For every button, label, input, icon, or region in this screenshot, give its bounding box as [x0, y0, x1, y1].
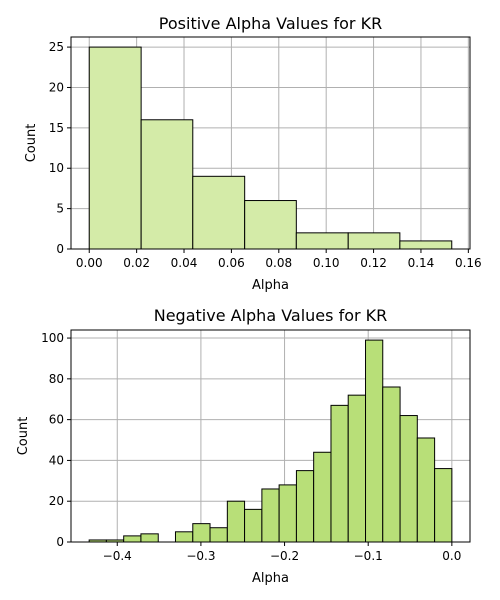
histogram-bar: [416, 437, 436, 543]
x-axis-ticks: 0.00 0.02 0.04 0.06 0.08 0.10 0.12 0.14 0.16: [76, 249, 482, 270]
negative-alpha-chart: Negative Alpha Values for KR −0.4 −0.3 −0.…: [16, 306, 471, 586]
histogram-bar: [261, 488, 280, 543]
y-tick-label: 0: [56, 242, 64, 256]
histogram-bar: [434, 468, 453, 543]
y-tick-label: 15: [49, 121, 64, 135]
histogram-bar: [192, 523, 211, 543]
histogram-bar: [88, 46, 142, 250]
y-tick-label: 40: [49, 453, 64, 467]
x-tick-label: 0.08: [265, 256, 292, 270]
y-tick-label: 60: [49, 413, 64, 427]
histogram-bar: [347, 394, 367, 543]
histogram-bar: [226, 500, 246, 543]
chart-title: Positive Alpha Values for KR: [159, 14, 382, 33]
positive-alpha-chart: Positive Alpha Values for KR 0.00 0.02 0.0…: [24, 14, 482, 293]
histogram-bar: [174, 531, 194, 543]
histogram-bar: [313, 451, 332, 543]
histogram-bar: [399, 240, 453, 250]
y-tick-label: 25: [49, 40, 64, 54]
histogram-bar: [347, 232, 401, 250]
histogram-bar: [295, 232, 349, 250]
histogram-bars: [88, 339, 453, 543]
y-axis-label: Count: [16, 417, 31, 456]
histogram-bar: [140, 119, 194, 250]
histogram-bar: [209, 527, 228, 543]
histogram-bar: [399, 415, 418, 543]
x-tick-label: 0.06: [218, 256, 245, 270]
plot-area-frame: [70, 329, 471, 543]
y-tick-label: 20: [49, 80, 64, 94]
y-tick-label: 5: [56, 202, 64, 216]
x-axis-label: Alpha: [252, 278, 289, 293]
y-tick-label: 10: [49, 161, 64, 175]
chart-title: Negative Alpha Values for KR: [154, 306, 388, 325]
x-axis-ticks: −0.4 −0.3 −0.2 −0.1 0.0: [103, 542, 461, 563]
y-tick-label: 0: [56, 535, 64, 549]
histogram-bar: [295, 470, 315, 543]
y-tick-label: 100: [41, 331, 64, 345]
plot-area-frame: [70, 36, 471, 250]
x-tick-label: −0.3: [186, 549, 215, 563]
x-tick-label: −0.1: [354, 549, 383, 563]
x-tick-label: 0.12: [360, 256, 387, 270]
y-tick-label: 80: [49, 372, 64, 386]
histogram-bar: [382, 386, 401, 543]
x-tick-label: 0.02: [123, 256, 150, 270]
x-tick-label: 0.0: [442, 549, 461, 563]
histogram-bar: [278, 484, 297, 543]
y-axis-ticks: 0 20 40 60 80 100: [41, 331, 71, 549]
x-tick-label: 0.16: [455, 256, 482, 270]
histogram-bars: [88, 46, 453, 250]
x-tick-label: 0.04: [171, 256, 198, 270]
x-tick-label: 0.00: [76, 256, 103, 270]
x-axis-label: Alpha: [252, 571, 289, 586]
histogram-bar: [140, 533, 159, 543]
x-tick-label: −0.4: [103, 549, 132, 563]
y-tick-label: 20: [49, 494, 64, 508]
histogram-bar: [365, 339, 384, 543]
histogram-bar: [244, 508, 263, 543]
x-tick-label: −0.2: [270, 549, 299, 563]
y-axis-label: Count: [24, 124, 39, 163]
x-tick-label: 0.14: [408, 256, 435, 270]
x-tick-label: 0.10: [313, 256, 340, 270]
histogram-bar: [330, 404, 349, 543]
histogram-bar: [244, 200, 297, 250]
histogram-bar: [192, 175, 246, 250]
histogram-bar: [123, 535, 142, 543]
y-axis-ticks: 0 5 10 15 20 25: [49, 40, 71, 256]
